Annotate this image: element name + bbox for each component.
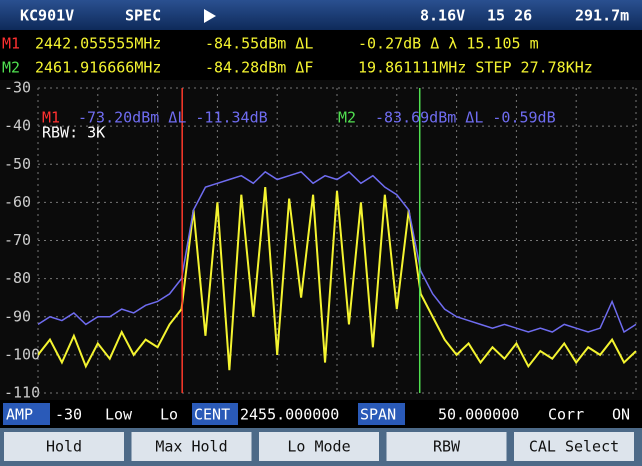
y-tick-label: -110 — [4, 384, 40, 402]
softkey[interactable] — [386, 432, 507, 461]
span-value: 50.000000 — [438, 406, 519, 424]
m2-overlay-name: M2 — [338, 109, 356, 127]
m1-level: -84.55dBm ΔL — [205, 35, 313, 53]
cent-value: 2455.000000 — [240, 406, 339, 424]
trace — [38, 187, 637, 371]
m1-delta: -0.27dB Δ λ 15.105 m — [358, 35, 539, 53]
m2-delta: 19.861111MHz STEP 27.78KHz — [358, 59, 593, 77]
softkey[interactable] — [259, 432, 379, 461]
mode: SPEC — [125, 7, 161, 25]
m1-name: M1 — [2, 35, 20, 53]
span-box — [358, 403, 405, 425]
y-tick-label: -40 — [4, 117, 31, 135]
softkey-label: RBW — [433, 438, 461, 456]
y-tick-label: -90 — [4, 307, 31, 325]
trace — [38, 170, 637, 334]
m1-overlay: -73.20dBm ΔL -11.34dB — [78, 109, 268, 127]
softkey[interactable] — [131, 432, 252, 461]
plot: -30 -40 -50 -60 -70 -80 -90 -100 -110 — [4, 79, 637, 402]
softkey-label: Max Hold — [155, 438, 227, 456]
cent-box — [192, 403, 238, 425]
amp-box — [3, 403, 50, 425]
traces — [38, 170, 637, 371]
y-tick-label: -50 — [4, 155, 31, 173]
corr-value: ON — [612, 406, 630, 424]
play-icon — [204, 9, 216, 23]
softkey-label: Hold — [46, 438, 82, 456]
gain: Low — [105, 406, 133, 424]
span: SPAN — [360, 406, 396, 424]
rbw-label: RBW: 3K — [42, 124, 105, 142]
m2-freq: 2461.916666MHz — [35, 59, 161, 77]
softkey[interactable] — [4, 432, 124, 461]
y-tick-label: -80 — [4, 269, 31, 287]
lo: Lo — [160, 406, 178, 424]
time: 15 26 — [487, 7, 532, 25]
softkey[interactable] — [514, 432, 634, 461]
marker-panel — [0, 30, 642, 80]
top-bar — [0, 0, 642, 30]
amp: AMP — [6, 406, 33, 424]
status-bar — [0, 400, 642, 428]
m2-level: -84.28dBm ΔF — [205, 59, 313, 77]
softkey-label: Lo Mode — [287, 438, 350, 456]
y-tick-label: -100 — [4, 345, 40, 363]
corr: Corr — [548, 406, 584, 424]
m1-freq: 2442.055555MHz — [35, 35, 161, 53]
m1-overlay-name: M1 — [42, 109, 60, 127]
y-tick-label: -70 — [4, 231, 31, 249]
y-tick-label: -60 — [4, 193, 31, 211]
cent: CENT — [194, 406, 230, 424]
device: KC901V — [20, 7, 74, 25]
m2-overlay: -83.69dBm ΔL -0.59dB — [375, 109, 556, 127]
voltage: 8.16V — [420, 7, 465, 25]
battery: 291.7m — [575, 7, 629, 25]
amp-value: -30 — [55, 406, 82, 424]
y-tick-label: -30 — [4, 79, 31, 97]
softkey-label: CAL Select — [529, 438, 619, 456]
m2-name: M2 — [2, 59, 20, 77]
